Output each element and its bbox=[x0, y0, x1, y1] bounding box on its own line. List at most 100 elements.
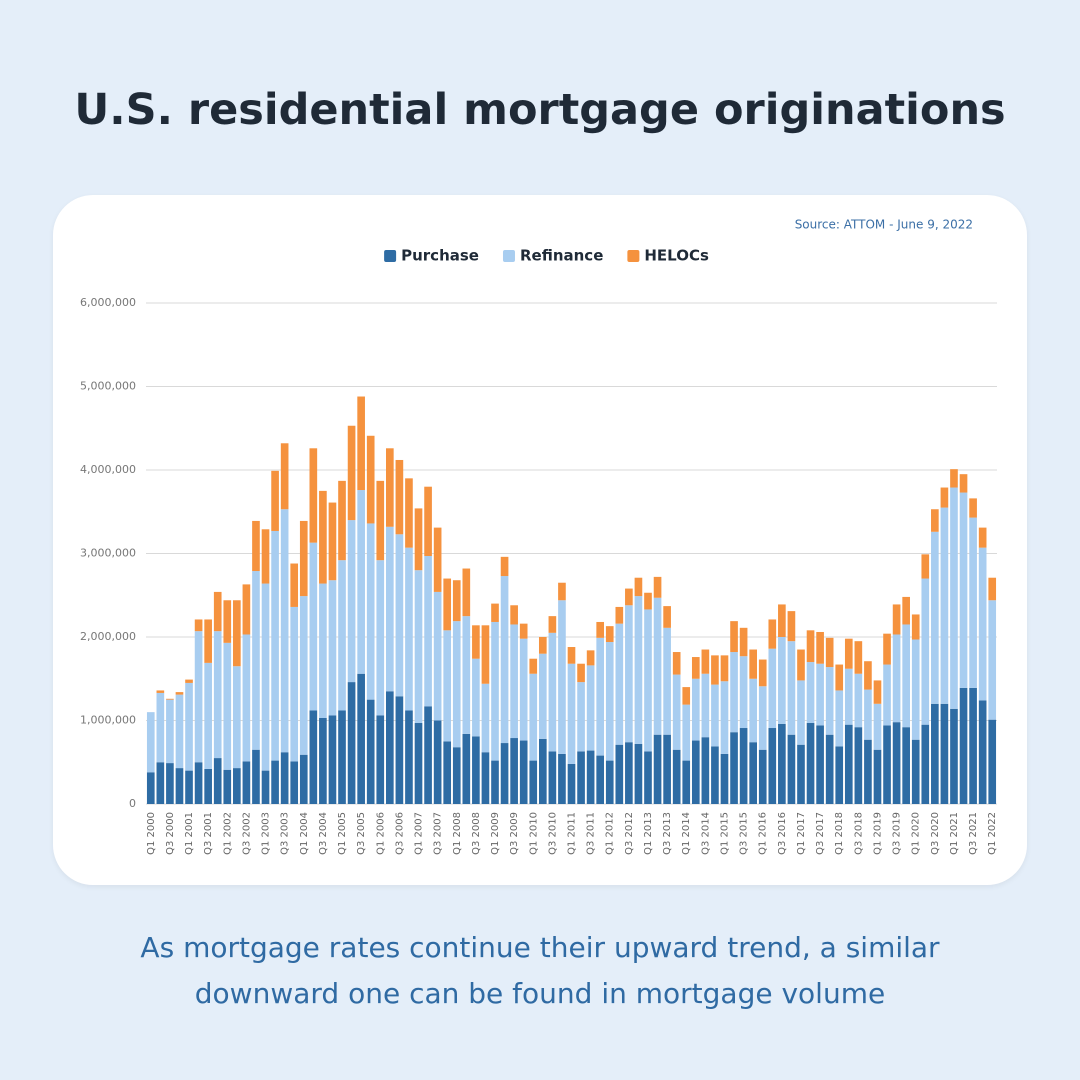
bar-segment bbox=[328, 502, 337, 581]
bar-segment bbox=[586, 750, 595, 804]
bar-segment bbox=[758, 749, 767, 804]
x-tick-label: Q1 2012 bbox=[605, 812, 616, 855]
bar-segment bbox=[567, 763, 576, 804]
bar-segment bbox=[500, 576, 509, 744]
legend-swatch bbox=[384, 250, 397, 262]
bar-segment bbox=[911, 639, 920, 740]
bar-segment bbox=[510, 605, 518, 625]
bar-segment bbox=[481, 752, 490, 804]
bar-segment bbox=[462, 616, 471, 734]
bar-segment bbox=[529, 658, 538, 674]
bar-segment bbox=[577, 751, 585, 804]
bar-segment bbox=[405, 478, 413, 548]
bar-segment bbox=[644, 751, 652, 804]
bar-segment bbox=[931, 703, 939, 804]
bar-segment bbox=[806, 662, 815, 724]
legend-swatch bbox=[627, 250, 640, 262]
x-tick-label: Q1 2008 bbox=[452, 812, 463, 855]
x-tick-label: Q3 2013 bbox=[662, 812, 673, 855]
bar-segment bbox=[548, 616, 557, 633]
bar-segment bbox=[873, 680, 882, 704]
bar-segment bbox=[395, 459, 404, 535]
y-tick-label: 5,000,000 bbox=[80, 380, 136, 393]
bar-segment bbox=[940, 487, 949, 508]
bar-segment bbox=[615, 623, 624, 745]
bar-segment bbox=[730, 652, 738, 733]
bar-segment bbox=[778, 723, 786, 804]
bar-segment bbox=[223, 769, 232, 804]
bar-segment bbox=[146, 712, 155, 773]
bar-segment bbox=[921, 578, 930, 725]
bar-segment bbox=[672, 674, 681, 750]
bar-segment bbox=[252, 749, 260, 804]
bar-segment bbox=[931, 509, 939, 532]
y-tick-label: 4,000,000 bbox=[80, 463, 136, 476]
bar-segment bbox=[892, 604, 901, 635]
bar-segment bbox=[290, 606, 299, 762]
bar-segment bbox=[644, 609, 652, 752]
bar-segment bbox=[787, 611, 796, 642]
bar-segment bbox=[194, 619, 203, 632]
bar-segment bbox=[433, 720, 442, 804]
bar-segment bbox=[386, 448, 394, 527]
bar-segment bbox=[452, 621, 461, 748]
bar-segment bbox=[290, 761, 299, 804]
x-tick-label: Q3 2000 bbox=[165, 812, 176, 855]
bar-segment bbox=[634, 743, 643, 804]
bar-segment bbox=[806, 723, 815, 804]
bar-segment bbox=[309, 542, 318, 711]
bar-segment bbox=[357, 673, 365, 804]
bar-segment bbox=[577, 682, 585, 752]
bar-segment bbox=[911, 614, 920, 640]
bar-segment bbox=[950, 487, 958, 709]
x-tick-label: Q3 2017 bbox=[815, 812, 826, 855]
bar-segment bbox=[309, 710, 318, 804]
x-tick-label: Q3 2015 bbox=[739, 812, 750, 855]
bar-segment bbox=[271, 760, 279, 804]
bar-segment bbox=[510, 738, 518, 804]
x-tick-label: Q3 2004 bbox=[318, 812, 329, 855]
bar-segment bbox=[548, 632, 557, 752]
y-tick-label: 2,000,000 bbox=[80, 630, 136, 643]
bar-segment bbox=[452, 580, 461, 622]
bar-segment bbox=[931, 531, 939, 704]
bar-segment bbox=[644, 592, 652, 610]
bar-segment bbox=[538, 738, 547, 804]
bar-segment bbox=[366, 435, 375, 524]
bar-segment bbox=[711, 746, 719, 804]
bar-segment bbox=[825, 667, 834, 735]
bar-segment bbox=[472, 625, 480, 659]
bar-segment bbox=[443, 741, 452, 804]
bar-segment bbox=[280, 509, 289, 753]
x-tick-label: Q1 2015 bbox=[719, 812, 730, 855]
bar-segment bbox=[816, 631, 824, 664]
bar-segment bbox=[835, 746, 844, 804]
bar-segment bbox=[175, 692, 184, 695]
x-tick-label: Q1 2001 bbox=[184, 812, 195, 855]
bar-segment bbox=[959, 687, 968, 804]
bar-segment bbox=[787, 641, 796, 735]
bar-segment bbox=[386, 691, 394, 804]
bar-segment bbox=[854, 727, 863, 804]
bar-segment bbox=[538, 653, 547, 739]
bar-segment bbox=[414, 570, 423, 724]
bar-segment bbox=[921, 724, 930, 804]
bar-segment bbox=[797, 680, 805, 745]
bar-segment bbox=[634, 577, 643, 597]
bar-segment bbox=[347, 520, 356, 683]
bar-segment bbox=[414, 508, 423, 571]
bar-segment bbox=[376, 480, 385, 561]
bar-segment bbox=[816, 663, 824, 726]
x-tick-label: Q3 2018 bbox=[853, 812, 864, 855]
bar-segment bbox=[625, 605, 633, 743]
bar-segment bbox=[462, 733, 471, 804]
x-tick-label: Q3 2005 bbox=[356, 812, 367, 855]
x-tick-label: Q3 2016 bbox=[777, 812, 788, 855]
bar-segment bbox=[414, 723, 423, 804]
bar-segment bbox=[653, 597, 662, 735]
bar-segment bbox=[558, 582, 566, 601]
bar-segment bbox=[175, 768, 184, 804]
bar-segment bbox=[605, 760, 614, 804]
bar-segment bbox=[519, 740, 528, 804]
